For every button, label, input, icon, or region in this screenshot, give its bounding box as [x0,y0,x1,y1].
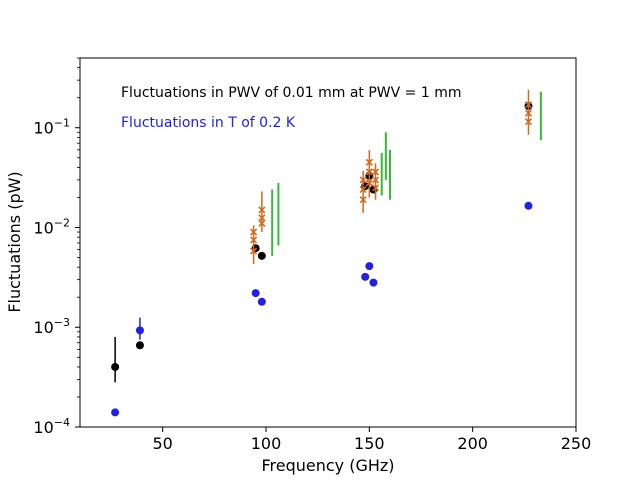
temperature-point [257,297,266,306]
orange-x-marker [250,228,258,236]
x-axis-label: Frequency (GHz) [261,456,394,475]
x-tick-label: 250 [561,434,592,453]
orange-x-marker [359,185,367,194]
orange-x-marker [359,176,367,184]
annotation-temperature: Fluctuations in T of 0.2 K [121,115,296,131]
orange-x-marker [524,101,533,109]
orange-x-marker [250,236,258,244]
temperature-point [135,326,144,335]
y-tick-label: 10−4 [33,416,70,437]
orange-x-marker [365,158,373,166]
y-tick-label: 10−3 [33,316,70,337]
temperature-point [365,262,374,271]
x-tick-label: 150 [354,434,385,453]
orange-x-marker [371,168,380,176]
x-tick-label: 50 [152,434,172,453]
pwv-point [135,341,144,350]
x-tick-label: 200 [457,434,488,453]
annotation-pwv: Fluctuations in PWV of 0.01 mm at PWV = … [121,85,461,101]
temperature-point [369,278,378,287]
y-tick-label: 10−2 [33,216,70,237]
orange-x-marker [258,206,266,214]
pwv-point [111,362,120,371]
orange-x-marker [371,184,380,192]
x-axis: 50 100 150 200 250 [152,427,591,453]
orange-x-marker [524,118,533,126]
x-tick-label: 100 [251,434,282,453]
orange-x-marker [258,219,266,227]
plot-area [111,89,542,417]
plot-frame [79,57,577,428]
orange-x-marker [365,168,373,176]
temperature-point [361,272,370,281]
orange-x-marker [524,109,533,117]
pwv-point [257,251,266,260]
y-tick-label: 10−1 [33,117,70,138]
orange-x-marker [359,196,367,204]
temperature-point [111,408,120,417]
temperature-point [524,201,533,210]
orange-x-marker [371,176,380,184]
orange-x-marker [258,214,266,222]
y-axis: 10−4 10−3 10−2 10−1 [33,57,80,437]
orange-x-marker [250,247,258,255]
y-axis-label: Fluctuations (pW) [5,171,24,312]
orange-x-marker [365,179,373,187]
temperature-point [251,289,260,298]
